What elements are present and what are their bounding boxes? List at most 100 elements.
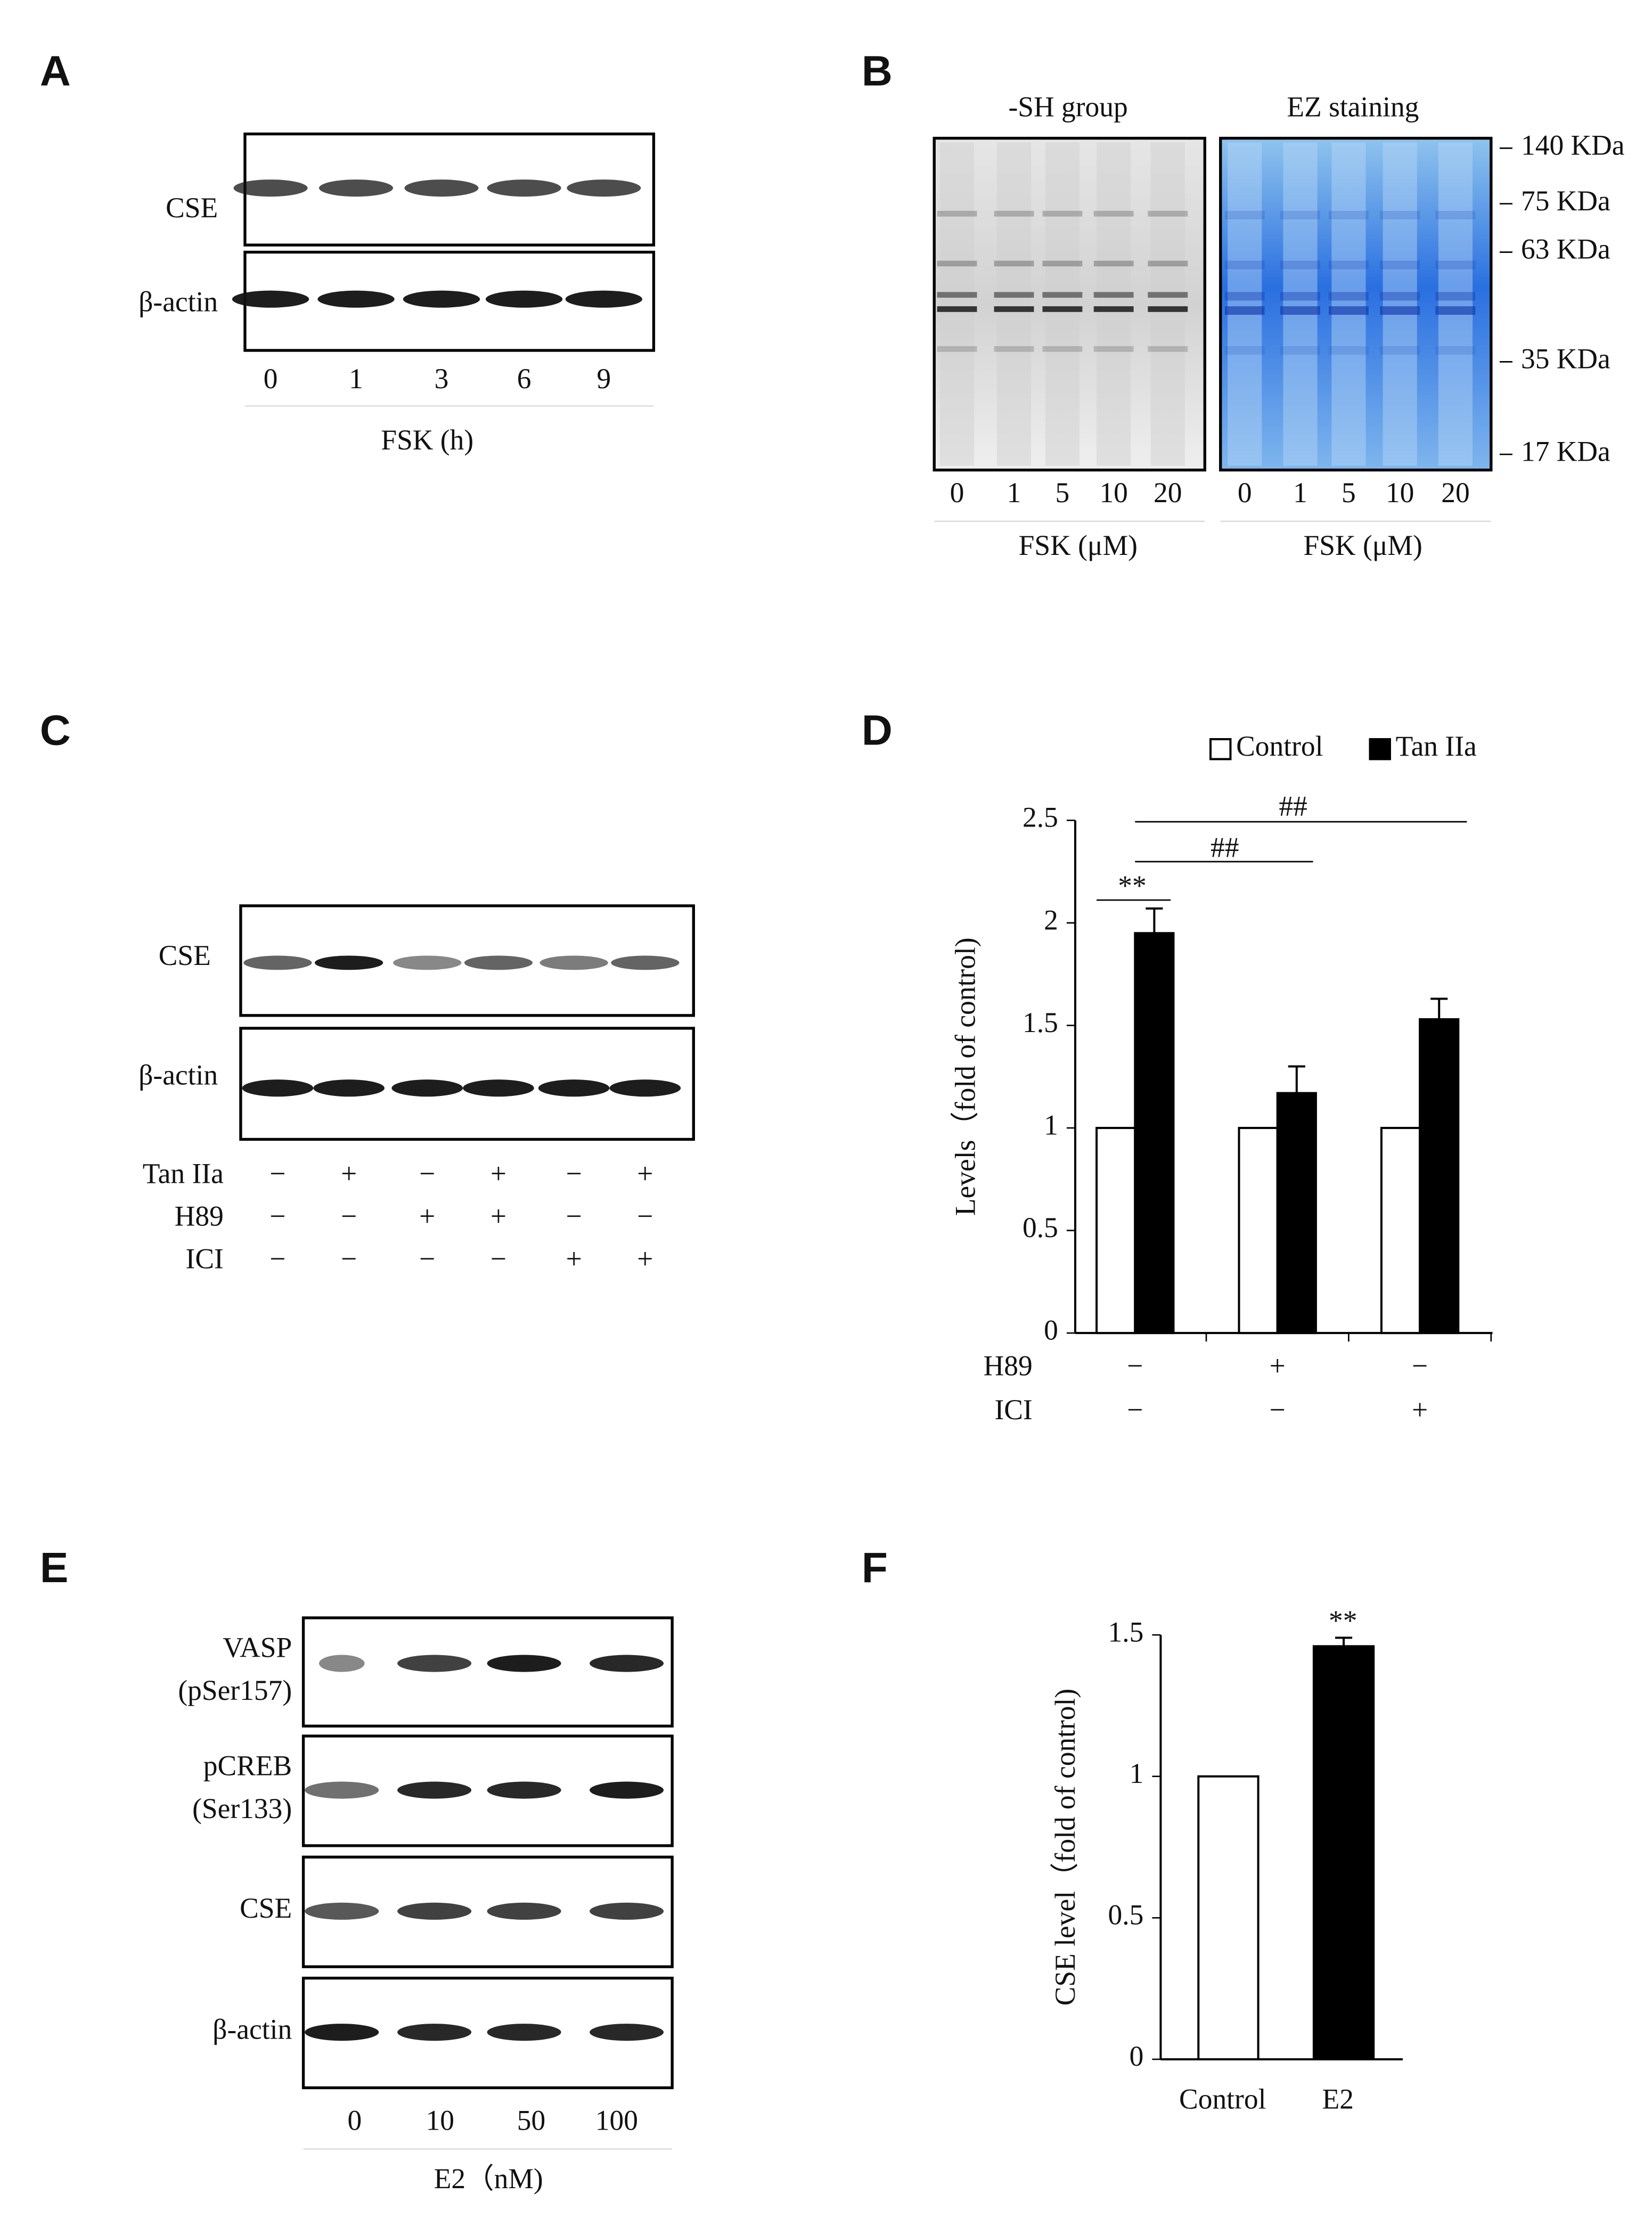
blot-band [232,290,309,308]
gel-band [994,260,1034,267]
gel-band [1435,346,1476,355]
blot-band [567,179,641,197]
gel-lane [1045,142,1079,466]
treatment-sign: + [490,1157,506,1189]
blot-band [565,290,643,308]
blot-band [397,2024,472,2041]
lane-label: 20 [1441,477,1469,509]
gel-lane [1228,142,1262,466]
bar [1419,1018,1460,1335]
treatment-name: H89 [175,1200,224,1232]
panel-label: D [862,706,893,754]
gel-band [1093,306,1134,312]
condition-sign: − [1412,1349,1428,1381]
gel-band [1224,306,1265,315]
treatment-sign: − [269,1200,285,1232]
gel-band [994,306,1034,312]
lane-label: 10 [1099,477,1127,509]
lane-label: 1 [1007,477,1021,509]
gel-band [1042,346,1083,352]
band-label: CSE [240,1892,292,1924]
treatment-sign: − [637,1200,653,1232]
legend-swatch [1369,738,1391,760]
marker-label: 75 KDa [1521,185,1610,217]
annotation: ** [1329,1605,1357,1636]
blot-band [590,1781,664,1799]
gel-lane [1097,142,1131,466]
blot-band [319,1655,365,1672]
panel-label: F [862,1543,888,1591]
gel-band [1380,260,1420,269]
bar [1238,1127,1279,1335]
lane-label: 10 [1386,477,1414,509]
treatment-sign: + [566,1243,582,1275]
gel-band [1328,292,1369,301]
blot-band [305,1781,379,1799]
y-axis-label: Levels（fold of control) [950,937,982,1216]
legend-swatch [1209,738,1232,760]
blot-frame [301,1616,674,1728]
y-tick-label: 1.5 [1108,1616,1143,1648]
condition-sign: − [1127,1349,1143,1381]
blot-band [305,1902,379,1920]
gel-band [994,210,1034,217]
bar [1312,1645,1375,2060]
y-tick-label: 2.5 [1023,801,1058,833]
blot-band [590,2024,664,2041]
blot-band [319,179,394,197]
condition-sign: + [1270,1349,1286,1381]
band-label: β-actin [212,2013,292,2045]
condition-sign: − [1270,1394,1286,1426]
lane-label: 1 [349,363,363,395]
gel-lane [1150,142,1185,466]
blot-band [397,1902,472,1920]
lane-label: 20 [1154,477,1182,509]
gel-band [1435,260,1476,269]
band-label: (pSer157) [178,1674,292,1706]
blot-band [314,955,383,970]
blot-band [463,1079,534,1097]
lane-label: 0 [950,477,964,509]
gel-lane [1383,142,1417,466]
gel-band [1148,306,1188,312]
blot-band [590,1902,664,1920]
gel-band [1280,346,1320,355]
marker-label: 17 KDa [1521,435,1610,467]
blot-band [539,955,608,970]
blot-band [242,1079,314,1097]
blot-band [313,1079,385,1097]
gel-band [1093,210,1134,217]
y-tick-label: 0.5 [1108,1899,1143,1931]
condition-name: H89 [984,1349,1033,1381]
treatment-sign: − [419,1243,435,1275]
condition-sign: − [1127,1394,1143,1426]
gel-band [1224,292,1265,301]
band-label: (Ser133) [192,1793,292,1824]
gel-band [1328,210,1369,219]
blot-band [487,1655,561,1672]
treatment-sign: − [419,1157,435,1189]
lane-label: 9 [596,363,611,395]
y-tick-label: 0 [1130,2040,1144,2072]
gel-band [1435,210,1476,219]
blot-band [487,1781,561,1799]
treatment-sign: − [269,1157,285,1189]
gel-band [1280,306,1320,315]
y-tick-label: 1.5 [1023,1006,1058,1038]
lane-label: 0 [347,2105,362,2137]
x-tick-label: E2 [1322,2083,1354,2115]
blot-band [487,179,561,197]
bar [1276,1092,1317,1335]
blot-band [305,2024,379,2041]
gel-band [937,346,977,352]
gel-band [937,210,977,217]
gel-band [1380,306,1420,315]
blot-band [233,179,308,197]
gel-band [1042,292,1083,298]
y-tick-label: 2 [1044,904,1058,936]
gel-band [1224,346,1265,355]
gel-band [1435,292,1476,301]
treatment-sign: − [566,1157,582,1189]
marker-label: 63 KDa [1521,233,1610,265]
